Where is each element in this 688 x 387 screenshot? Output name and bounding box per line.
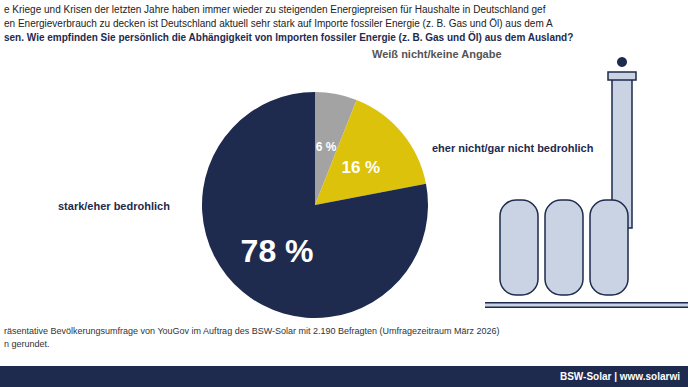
svg-text:sen. Wie empfinden Sie persönl: sen. Wie empfinden Sie persönlich die Ab… [4,31,573,43]
svg-text:6 %: 6 % [316,140,337,154]
svg-text:Weiß nicht/keine Angabe: Weiß nicht/keine Angabe [372,48,502,60]
svg-text:78 %: 78 % [241,233,314,269]
svg-text:stark/eher bedrohlich: stark/eher bedrohlich [58,200,170,212]
svg-text:n gerundet.: n gerundet. [4,339,50,349]
svg-text:eher nicht/gar nicht bedrohlic: eher nicht/gar nicht bedrohlich [432,142,594,154]
svg-text:16 %: 16 % [341,158,380,177]
svg-text:BSW-Solar | www.solarwi: BSW-Solar | www.solarwi [560,371,680,382]
svg-text:en Energieverbrauch zu decken: en Energieverbrauch zu decken ist Deutsc… [4,18,553,29]
svg-text:räsentative Bevölkerungsumfrag: räsentative Bevölkerungsumfrage von YouG… [4,326,500,336]
svg-text:e Kriege und Krisen der letzte: e Kriege und Krisen der letzten Jahre ha… [4,4,546,15]
